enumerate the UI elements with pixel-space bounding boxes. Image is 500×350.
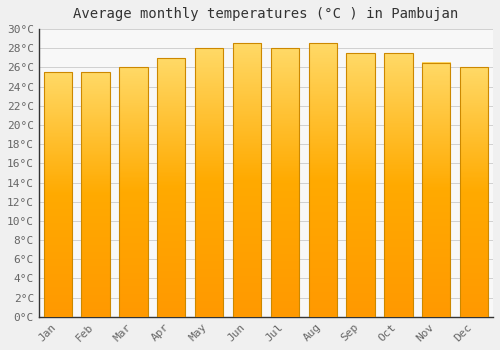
Bar — [82, 72, 110, 317]
Bar — [346, 53, 375, 317]
Bar — [44, 72, 72, 317]
Title: Average monthly temperatures (°C ) in Pambujan: Average monthly temperatures (°C ) in Pa… — [74, 7, 458, 21]
Bar — [270, 48, 299, 317]
Bar — [119, 68, 148, 317]
Bar — [384, 53, 412, 317]
Bar — [157, 58, 186, 317]
Bar — [270, 48, 299, 317]
Bar — [460, 68, 488, 317]
Bar — [460, 68, 488, 317]
Bar — [119, 68, 148, 317]
Bar — [308, 43, 337, 317]
Bar — [157, 58, 186, 317]
Bar — [422, 63, 450, 317]
Bar — [384, 53, 412, 317]
Bar — [195, 48, 224, 317]
Bar — [233, 43, 261, 317]
Bar — [195, 48, 224, 317]
Bar — [82, 72, 110, 317]
Bar — [44, 72, 72, 317]
Bar — [233, 43, 261, 317]
Bar — [422, 63, 450, 317]
Bar — [346, 53, 375, 317]
Bar — [308, 43, 337, 317]
